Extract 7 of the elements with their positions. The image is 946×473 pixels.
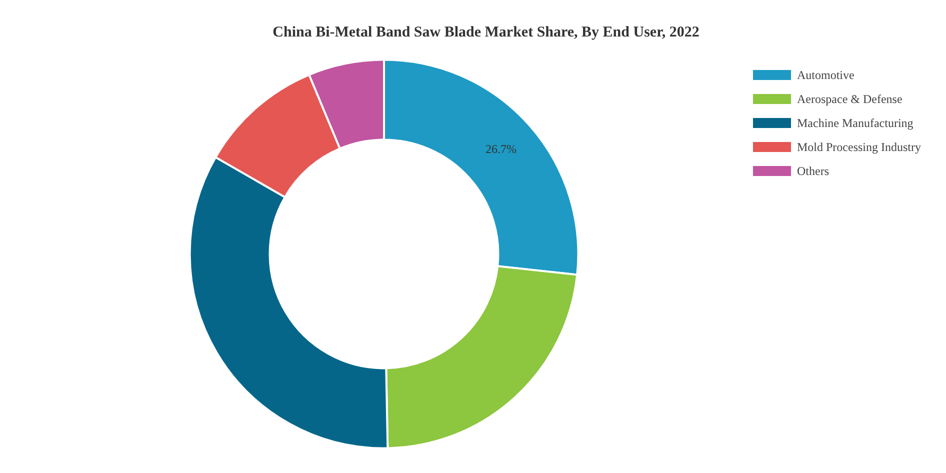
- data-label: 26.7%: [485, 142, 516, 156]
- chart-title: China Bi-Metal Band Saw Blade Market Share, By End User, 2022: [272, 24, 700, 40]
- legend-label: Machine Manufacturing: [797, 116, 914, 130]
- legend-label: Automotive: [797, 68, 854, 82]
- legend-label: Aerospace & Defense: [797, 92, 902, 106]
- legend-label: Mold Processing Industry: [797, 140, 922, 154]
- legend-label: Others: [797, 164, 830, 178]
